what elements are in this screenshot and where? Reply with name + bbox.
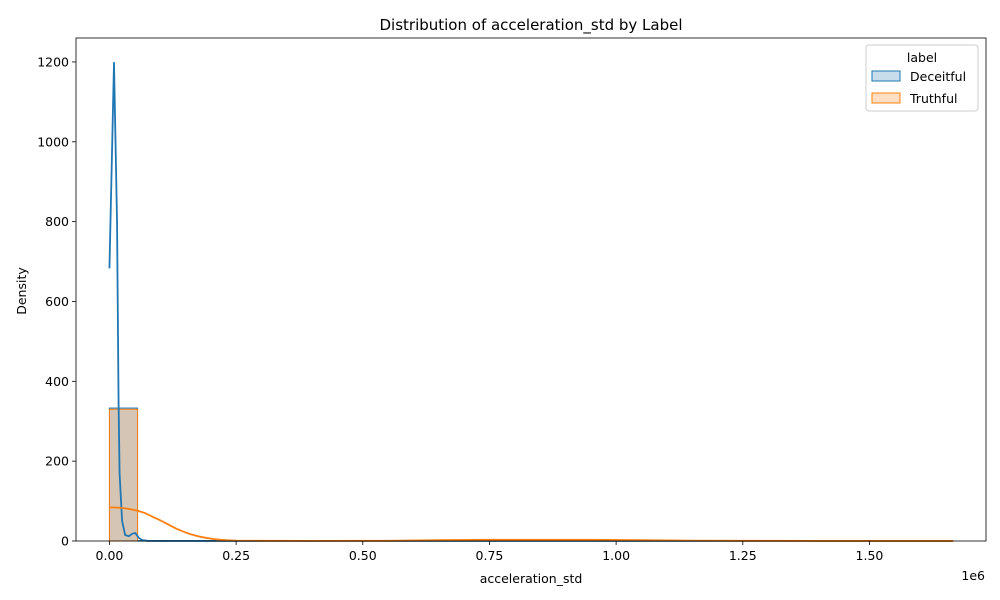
y-tick-label: 1000 (37, 134, 69, 149)
kde-line-truthful (109, 506, 954, 542)
chart-title: Distribution of acceleration_std by Labe… (379, 16, 682, 35)
hist-bar-truthful-0 (108, 408, 139, 542)
y-axis-label: Density (14, 267, 29, 315)
legend: label Deceitful Truthful (865, 44, 979, 112)
y-tick-label: 600 (45, 294, 69, 309)
kde-line-deceitful (108, 61, 954, 542)
hist-bar-deceitful-0 (108, 407, 139, 542)
y-tick-label: 400 (45, 374, 69, 389)
legend-title: label (907, 50, 937, 65)
x-tick-label: 0.25 (222, 548, 250, 563)
y-tick-label: 800 (45, 214, 69, 229)
y-tick-label: 1200 (37, 54, 69, 69)
x-axis-label: acceleration_std (480, 571, 583, 586)
x-tick-label: 0.75 (476, 548, 504, 563)
x-tick-label: 0.50 (349, 548, 377, 563)
y-axis-ticks: 0 200 400 600 800 1000 1200 (37, 54, 76, 549)
kde-curves (108, 61, 954, 542)
x-tick-label: 1.50 (856, 548, 884, 563)
y-tick-label: 200 (45, 454, 69, 469)
x-tick-label: 1.00 (602, 548, 630, 563)
x-axis-ticks: 0.00 0.25 0.50 0.75 1.00 1.25 1.50 (96, 541, 884, 563)
legend-frame (865, 44, 979, 112)
y-tick-label: 0 (61, 534, 69, 549)
legend-swatch-truthful (871, 92, 901, 104)
x-tick-label: 0.00 (96, 548, 124, 563)
axes-frame (75, 37, 987, 542)
histogram-bars (108, 407, 167, 542)
legend-label-deceitful: Deceitful (910, 69, 966, 84)
legend-swatch-deceitful (871, 70, 901, 82)
plot-area (75, 37, 987, 542)
x-axis-offset-label: 1e6 (961, 568, 985, 583)
x-tick-label: 1.25 (729, 548, 757, 563)
legend-label-truthful: Truthful (909, 91, 957, 106)
